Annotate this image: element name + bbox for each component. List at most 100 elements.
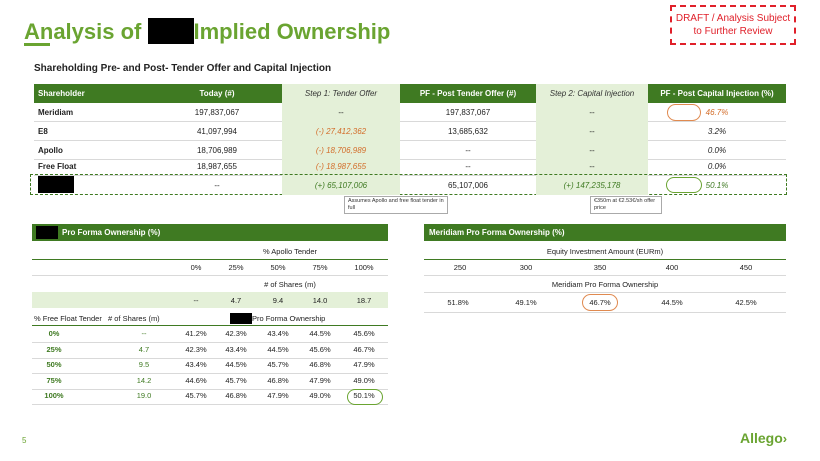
- left-section-header: Pro Forma Ownership (%): [32, 224, 388, 241]
- divider: [32, 325, 388, 326]
- table-row: Meridiam 197,837,067 -- 197,837,067 -- 4…: [34, 103, 786, 122]
- apollo-pct: 0%: [190, 263, 202, 272]
- col-step2: Step 2: Capital Injection: [536, 84, 648, 103]
- row-name: Meridiam: [38, 108, 74, 117]
- meridiam-ownership-label: Meridiam Pro Forma Ownership: [551, 280, 659, 289]
- ownership-cell: 45.7%: [225, 375, 247, 385]
- apollo-pct: 75%: [312, 263, 328, 272]
- redacted-name: [147, 18, 194, 44]
- shares-band: [32, 292, 388, 308]
- ownership-cell: 49.0%: [353, 375, 375, 385]
- amount: 350: [593, 263, 607, 272]
- ownership-value: 49.1%: [515, 298, 537, 307]
- divider: [32, 259, 388, 260]
- title-underline: [24, 43, 50, 46]
- right-section-header: Meridiam Pro Forma Ownership (%): [424, 224, 786, 241]
- row-divider: [32, 342, 388, 343]
- amount: 400: [665, 263, 679, 272]
- main-table-header: Shareholder Today (#) Step 1: Tender Off…: [34, 84, 786, 103]
- redacted-name: [230, 313, 252, 324]
- ownership-cell: 50.1%: [353, 391, 375, 400]
- free-float-shares: 19.0: [136, 391, 152, 400]
- redacted-name: [38, 176, 74, 193]
- ownership-cell: 45.7%: [185, 391, 207, 400]
- ownership-cell: 47.9%: [309, 375, 331, 385]
- ownership-value: 46.7%: [589, 298, 611, 307]
- divider: [424, 275, 786, 276]
- ownership-cell: 45.6%: [353, 329, 375, 338]
- ownership-cell: 49.0%: [309, 391, 331, 400]
- amount: 300: [519, 263, 533, 272]
- free-float-header: % Free Float Tender: [34, 314, 102, 323]
- page-number: 5: [22, 436, 27, 445]
- tender-note: Assumes Apollo and free float tender in …: [344, 196, 448, 214]
- col-shareholder: Shareholder: [38, 89, 85, 98]
- free-float-shares: --: [141, 329, 147, 338]
- highlight-circle: [347, 389, 383, 405]
- ownership-cell: 43.4%: [225, 344, 247, 354]
- title-suffix: Implied Ownership: [193, 19, 391, 44]
- ownership-cell: 46.8%: [225, 391, 247, 400]
- apollo-pct: 100%: [354, 263, 374, 272]
- apollo-shares: --: [193, 296, 199, 305]
- section-subtitle: Shareholding Pre- and Post- Tender Offer…: [34, 63, 332, 74]
- col-today: Today (#): [199, 89, 235, 98]
- col-pf-capital: PF - Post Capital Injection (%): [660, 89, 774, 98]
- ownership-cell: 41.2%: [185, 329, 207, 338]
- ownership-cell: 42.3%: [225, 329, 247, 338]
- row-divider: [32, 404, 388, 405]
- ownership-value: 44.5%: [661, 298, 683, 307]
- page-title: Analysis of Implied Ownership: [24, 18, 390, 45]
- row-divider: [32, 357, 388, 359]
- shares-header: # of Shares (m): [108, 314, 160, 323]
- ownership-value: 51.8%: [447, 298, 469, 307]
- ownership-cell: 46.8%: [267, 375, 289, 385]
- row-divider: [32, 388, 388, 390]
- free-float-pct: 50%: [46, 360, 62, 369]
- ownership-cell: 46.8%: [309, 360, 331, 369]
- divider: [424, 259, 786, 260]
- free-float-pct: 75%: [46, 375, 62, 385]
- apollo-shares: 18.7: [356, 296, 372, 305]
- ownership-cell: 42.3%: [185, 344, 207, 354]
- table-row: Free Float 18,987,655 (-) 18,987,655 -- …: [34, 157, 786, 176]
- new-investor-row-highlight: [30, 174, 787, 195]
- draft-stamp: DRAFT / Analysis Subject to Further Revi…: [670, 5, 796, 45]
- capital-note: €350m at €2.53€/sh offer price: [590, 196, 662, 214]
- apollo-pct: 50%: [270, 263, 286, 272]
- free-float-shares: 4.7: [138, 344, 150, 354]
- redacted-name: [36, 226, 58, 239]
- ownership-cell: 47.9%: [267, 391, 289, 400]
- ownership-label: Pro Forma Ownership: [252, 314, 326, 323]
- ownership-cell: 45.7%: [267, 360, 289, 369]
- allego-logo: Allego›: [740, 430, 788, 446]
- ownership-cell: 45.6%: [309, 344, 331, 354]
- ownership-value: 42.5%: [735, 298, 757, 307]
- amount: 250: [453, 263, 467, 272]
- table-row: -- (+) 65,107,006 65,107,006 (+) 147,235…: [34, 176, 786, 195]
- divider: [424, 292, 786, 293]
- shares-label: # of Shares (m): [264, 280, 316, 289]
- ownership-cell: 44.5%: [225, 360, 247, 369]
- apollo-tender-label: % Apollo Tender: [262, 247, 318, 256]
- table-row: E8 41,097,994 (-) 27,412,362 13,685,632 …: [34, 122, 786, 141]
- free-float-shares: 14.2: [136, 375, 152, 385]
- row-divider: [32, 373, 388, 374]
- highlight-circle: [666, 177, 702, 193]
- highlight-circle: [667, 104, 701, 121]
- amount: 450: [739, 263, 753, 272]
- free-float-pct: 100%: [44, 391, 64, 400]
- col-step1: Step 1: Tender Offer: [282, 84, 400, 103]
- equity-label: Equity Investment Amount (EURm): [546, 247, 664, 256]
- divider: [32, 275, 388, 276]
- apollo-shares: 4.7: [230, 296, 242, 305]
- ownership-cell: 44.5%: [267, 344, 289, 354]
- ownership-cell: 44.5%: [309, 329, 331, 338]
- logo-chevron-icon: ›: [782, 431, 788, 446]
- ownership-cell: 44.6%: [185, 375, 207, 385]
- ownership-cell: 43.4%: [185, 360, 207, 369]
- ownership-cell: 47.9%: [353, 360, 375, 369]
- free-float-pct: 25%: [46, 344, 62, 354]
- apollo-pct: 25%: [228, 263, 244, 272]
- free-float-pct: 0%: [48, 329, 60, 338]
